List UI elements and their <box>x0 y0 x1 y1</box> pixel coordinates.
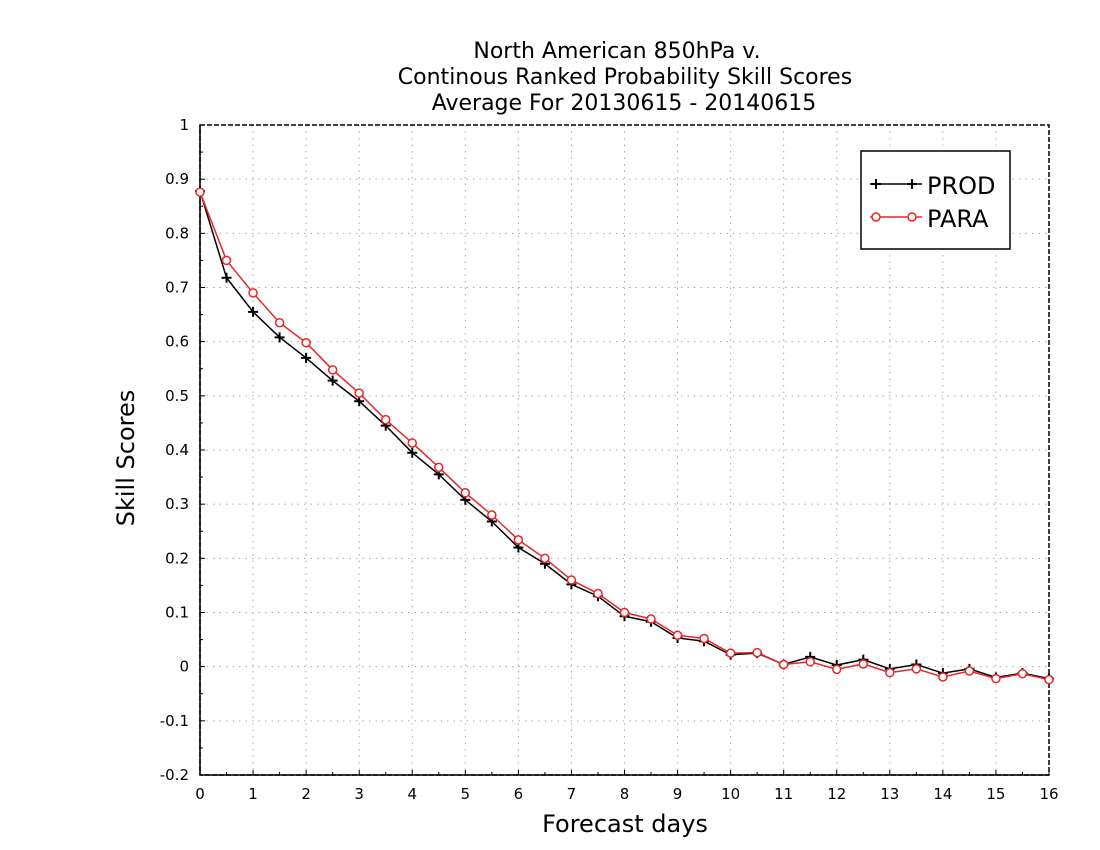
legend-label-prod: PROD <box>927 172 996 200</box>
data-point-para <box>725 648 736 658</box>
x-tick-label: 11 <box>774 785 793 803</box>
y-tick-label: 0.8 <box>165 224 189 242</box>
data-point-para <box>274 317 285 328</box>
data-point-para <box>832 664 842 675</box>
data-point-prod <box>407 447 418 458</box>
data-point-prod <box>301 352 312 363</box>
y-axis-label: Skill Scores <box>112 390 140 527</box>
x-tick-label: 3 <box>354 785 364 803</box>
y-tick-label: 0.9 <box>165 170 189 188</box>
x-tick-label: 8 <box>620 785 630 803</box>
data-point-prod <box>274 332 285 343</box>
y-tick-label: 0.2 <box>165 549 189 567</box>
y-tick-label: 0.7 <box>165 279 189 297</box>
x-tick-label: 12 <box>827 785 846 803</box>
y-tick-label: -0.1 <box>160 712 189 730</box>
data-point-para <box>540 553 550 564</box>
data-point-para <box>301 338 311 348</box>
y-tick-label: 0.3 <box>165 495 189 513</box>
data-point-prod <box>327 375 338 386</box>
x-tick-label: 1 <box>248 785 258 803</box>
data-point-para <box>752 647 762 658</box>
data-point-para <box>778 659 789 670</box>
data-point-para <box>513 535 524 545</box>
x-tick-label: 5 <box>461 785 471 803</box>
data-point-para <box>991 673 1001 684</box>
x-tick-label: 2 <box>301 785 311 803</box>
data-point-para <box>964 666 975 676</box>
data-point-para <box>566 575 577 585</box>
data-point-para <box>938 672 948 682</box>
y-tick-label: 0.4 <box>165 441 189 459</box>
x-tick-label: 14 <box>933 785 952 803</box>
data-point-para <box>1044 674 1054 685</box>
data-point-para <box>672 630 683 640</box>
data-point-para <box>805 657 815 667</box>
data-point-prod <box>354 396 365 407</box>
data-point-para <box>858 659 869 669</box>
y-tick-label: 0 <box>179 658 189 676</box>
data-point-para <box>380 414 391 425</box>
data-point-prod <box>248 306 259 317</box>
data-point-para <box>195 187 205 197</box>
legend-box <box>860 150 1011 250</box>
data-point-para <box>619 607 630 618</box>
chart-title-line-1: North American 850hPa v. <box>473 39 760 64</box>
y-tick-label: 0.5 <box>165 387 189 405</box>
data-point-para <box>434 462 444 473</box>
data-point-para <box>487 510 497 520</box>
x-tick-label: 13 <box>880 785 899 803</box>
data-point-para <box>327 365 338 375</box>
data-point-para <box>248 288 258 298</box>
data-point-para <box>885 667 895 678</box>
legend-label-para: PARA <box>927 205 989 233</box>
series-line-prod <box>199 190 1050 680</box>
x-tick-label: 0 <box>195 785 205 803</box>
legend-marker-prod <box>871 179 881 189</box>
data-point-para <box>354 388 364 398</box>
data-point-para <box>699 633 709 644</box>
x-tick-label: 10 <box>721 785 740 803</box>
y-tick-label: 0.1 <box>165 604 189 622</box>
y-tick-label: -0.2 <box>160 766 189 784</box>
chart-title-line-3: Average For 20130615 - 20140615 <box>432 91 817 116</box>
data-point-para <box>911 664 922 674</box>
x-tick-label: 9 <box>673 785 683 803</box>
data-series <box>195 186 1054 685</box>
x-tick-label: 7 <box>567 785 577 803</box>
data-point-para <box>593 588 603 599</box>
data-point-para <box>407 438 417 448</box>
legend-marker-para <box>871 212 881 222</box>
legend-marker-para <box>907 212 917 222</box>
x-axis-label: Forecast days <box>542 810 708 838</box>
y-tick-label: 1 <box>179 116 189 134</box>
legend: PROD PARA <box>860 150 1011 250</box>
x-tick-label: 16 <box>1039 785 1058 803</box>
x-tick-label: 15 <box>986 785 1005 803</box>
data-point-para <box>1017 668 1028 679</box>
data-point-prod <box>221 272 232 283</box>
chart-title-line-2: Continous Ranked Probability Skill Score… <box>398 65 852 90</box>
legend-marker-prod <box>907 179 917 189</box>
axes: 0 1 2 3 4 5 6 7 8 9 10 11 12 13 14 15 16-0.2-0.100.10.20… <box>160 116 1059 803</box>
data-point-para <box>221 255 232 266</box>
plot-frame <box>199 124 1050 776</box>
x-tick-label: 4 <box>407 785 417 803</box>
data-point-para <box>460 488 471 498</box>
data-point-para <box>646 614 656 624</box>
y-tick-label: 0.6 <box>165 333 189 351</box>
x-tick-label: 6 <box>514 785 524 803</box>
